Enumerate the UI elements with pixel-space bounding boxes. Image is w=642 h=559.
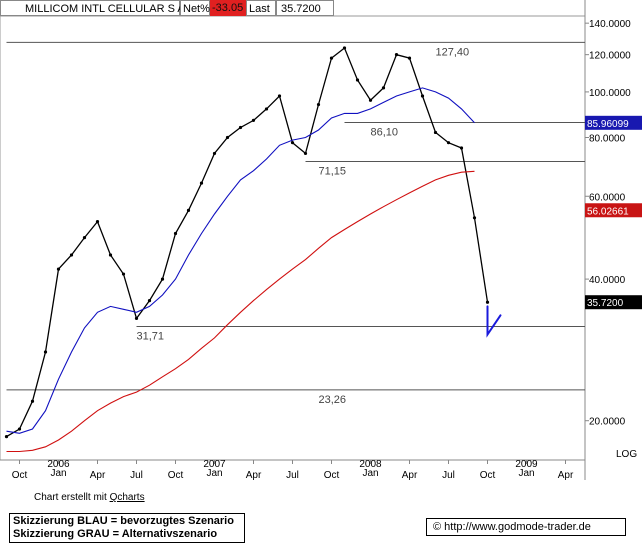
price-point <box>394 53 399 57</box>
price-point <box>329 56 334 60</box>
price-point <box>134 316 139 320</box>
x-tick-label: Jan <box>362 468 378 479</box>
x-tick-label: Jul <box>442 470 455 481</box>
y-tick-label: 40.0000 <box>589 275 626 286</box>
price-point <box>30 399 35 403</box>
x-tick-label: Oct <box>168 470 184 481</box>
level-label: 127,40 <box>436 46 470 58</box>
level-label: 86,10 <box>371 126 399 138</box>
price-point <box>238 125 243 130</box>
legend-grey: Skizzierung GRAU = Alternativszenario <box>13 528 218 540</box>
level-label: 71,15 <box>319 165 347 177</box>
price-badge-label: 35.7200 <box>587 298 624 309</box>
price-point <box>251 118 256 122</box>
price-point <box>121 272 126 276</box>
price-point <box>381 86 386 90</box>
plot-area <box>0 15 586 461</box>
price-point <box>95 220 100 224</box>
moving-average-line <box>6 170 475 453</box>
x-tick-label: Apr <box>558 470 574 481</box>
price-point <box>485 300 490 304</box>
last-label: Last <box>246 0 276 16</box>
chart-credit: Chart erstellt mit Qcharts <box>34 492 145 503</box>
x-tick-label: Jan <box>50 468 66 479</box>
level-label: 31,71 <box>137 331 165 343</box>
price-point <box>43 350 48 354</box>
price-point <box>459 146 464 150</box>
x-tick-label: Oct <box>12 470 28 481</box>
x-tick-label: Apr <box>246 470 262 481</box>
y-tick-label: 100.0000 <box>589 88 631 99</box>
price-point <box>186 208 191 212</box>
log-scale-label: LOG <box>616 449 637 460</box>
copyright-icon: © <box>433 521 442 533</box>
legend-blue: Skizzierung BLAU = bevorzugtes Szenario <box>13 515 234 527</box>
price-point <box>4 435 9 439</box>
source-url[interactable]: © http://www.godmode-trader.de <box>426 518 626 536</box>
price-point <box>17 427 22 431</box>
last-value: 35.7200 <box>276 0 334 16</box>
security-name-text: MILLICOM INTL CELLULAR S A <box>25 3 185 15</box>
price-point <box>316 102 321 107</box>
price-point <box>407 56 412 60</box>
price-point <box>82 236 87 240</box>
security-name: MILLICOM INTL CELLULAR S A <box>0 0 185 16</box>
price-point <box>472 216 477 220</box>
x-tick-label: Oct <box>324 470 340 481</box>
price-point <box>69 253 74 257</box>
qcharts-link[interactable]: Qcharts <box>109 492 145 503</box>
url-text: http://www.godmode-trader.de <box>444 521 591 533</box>
net-label: Net% <box>180 0 210 16</box>
price-point <box>212 151 217 156</box>
price-point <box>355 78 360 82</box>
price-point <box>108 253 113 257</box>
x-tick-label: Oct <box>480 470 496 481</box>
y-tick-label: 120.0000 <box>589 51 631 62</box>
price-point <box>277 94 282 98</box>
x-tick-label: Jan <box>518 468 534 479</box>
scenario-legend: Skizzierung BLAU = bevorzugtes Szenario … <box>9 513 245 543</box>
price-point <box>342 46 347 50</box>
x-tick-label: Jan <box>206 468 222 479</box>
price-point <box>420 94 425 98</box>
price-badge <box>585 203 642 218</box>
net-value: -33.05 <box>210 0 246 16</box>
y-tick-label: 140.0000 <box>589 19 631 30</box>
price-point <box>368 98 373 102</box>
price-point <box>264 107 269 111</box>
price-point <box>303 151 308 156</box>
price-point <box>160 277 165 281</box>
x-tick-label: Jul <box>286 470 299 481</box>
scenario-sketch-blue <box>486 305 502 338</box>
price-badge-label: 85.96099 <box>587 119 629 130</box>
price-point <box>225 135 230 140</box>
price-point <box>173 231 178 236</box>
y-tick-label: 80.0000 <box>589 133 626 144</box>
credit-text: Chart erstellt mit <box>34 492 107 503</box>
price-line <box>6 46 489 438</box>
x-year-label: 2009 <box>515 459 538 470</box>
price-point <box>199 181 204 185</box>
price-badge-label: 56.02661 <box>587 206 629 217</box>
price-point <box>446 141 451 145</box>
price-point <box>56 267 61 271</box>
price-point <box>290 141 295 145</box>
price-point <box>147 299 152 303</box>
x-tick-label: Apr <box>90 470 106 481</box>
x-year-label: 2008 <box>359 459 382 470</box>
level-label: 23,26 <box>319 394 347 406</box>
x-year-label: 2006 <box>47 459 70 470</box>
x-tick-label: Apr <box>402 470 418 481</box>
price-badge <box>585 295 642 310</box>
x-tick-label: Jul <box>130 470 143 481</box>
x-year-label: 2007 <box>203 459 226 470</box>
y-tick-label: 20.0000 <box>589 417 626 428</box>
price-badge <box>585 115 642 130</box>
y-tick-label: 60.0000 <box>589 192 626 203</box>
moving-average-line <box>6 87 475 434</box>
price-point <box>433 130 438 135</box>
